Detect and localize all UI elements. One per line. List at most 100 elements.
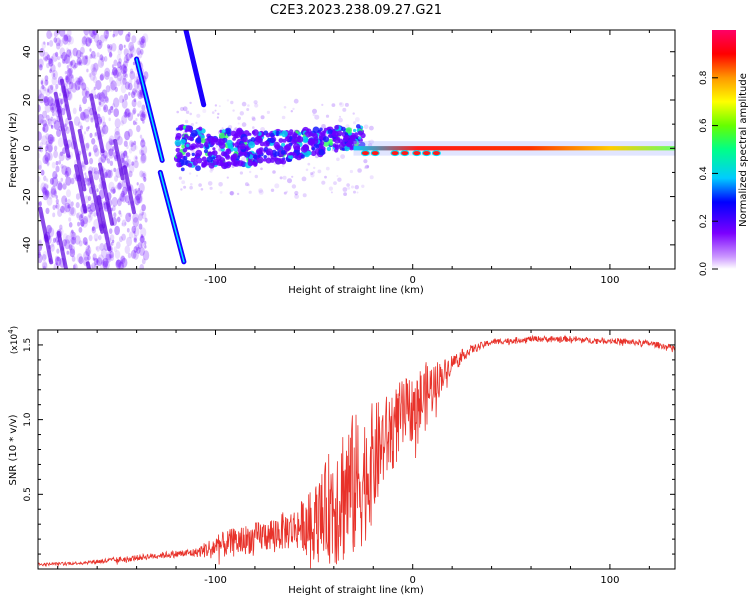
noise-speckle	[85, 241, 88, 246]
noise-speckle	[105, 141, 113, 152]
noise-speckle	[88, 152, 92, 157]
signal-blob	[195, 149, 203, 157]
noise-speckle	[302, 193, 307, 198]
signal-blob	[353, 128, 357, 133]
noise-speckle	[72, 107, 77, 115]
noise-speckle	[119, 95, 124, 104]
noise-speckle	[84, 114, 90, 123]
noise-speckle	[118, 197, 122, 203]
noise-speckle	[82, 55, 89, 65]
noise-speckle	[47, 118, 51, 125]
noise-speckle	[47, 133, 54, 144]
x-tick-label: 100	[600, 575, 619, 586]
noise-speckle	[128, 212, 132, 217]
noise-speckle	[81, 40, 86, 47]
noise-speckle	[293, 98, 299, 104]
noise-speckle	[43, 183, 48, 191]
noise-speckle	[321, 180, 326, 185]
noise-speckle	[226, 99, 230, 102]
signal-blob	[211, 150, 218, 156]
noise-speckle	[135, 156, 138, 160]
noise-speckle	[121, 222, 124, 227]
noise-speckle	[368, 140, 371, 143]
noise-speckle	[53, 190, 57, 196]
noise-speckle	[124, 245, 130, 254]
noise-speckle	[110, 241, 114, 246]
noise-speckle	[62, 54, 69, 65]
noise-speckle	[38, 131, 42, 141]
carrier-blob	[431, 150, 441, 157]
signal-blob	[334, 125, 339, 130]
noise-speckle	[136, 125, 141, 133]
noise-speckle	[137, 242, 142, 250]
signal-blob	[265, 157, 272, 164]
noise-speckle	[42, 254, 47, 261]
noise-speckle	[54, 255, 59, 262]
noise-speckle	[282, 175, 287, 180]
noise-speckle	[338, 117, 343, 123]
noise-speckle	[125, 73, 128, 78]
signal-blob	[180, 162, 184, 166]
noise-speckle	[112, 67, 118, 76]
noise-speckle	[70, 82, 78, 93]
noise-speckle	[99, 261, 106, 269]
noise-speckle	[71, 255, 76, 262]
noise-speckle	[100, 154, 107, 163]
noise-speckle	[85, 90, 90, 99]
noise-speckle	[343, 192, 347, 197]
noise-speckle	[76, 57, 82, 66]
noise-speckle	[42, 119, 47, 127]
y-tick-label: 0	[22, 145, 33, 151]
noise-speckle	[53, 30, 59, 38]
x-tick-label: -100	[204, 575, 227, 586]
signal-blob	[289, 129, 294, 134]
noise-speckle	[190, 123, 194, 127]
noise-speckle	[59, 92, 62, 97]
noise-speckle	[258, 188, 263, 194]
noise-speckle	[281, 115, 286, 120]
signal-blob	[213, 137, 219, 143]
noise-speckle	[252, 126, 255, 129]
noise-speckle	[38, 251, 41, 256]
signal-blob	[239, 143, 246, 150]
noise-speckle	[49, 136, 53, 142]
noise-speckle	[47, 144, 53, 153]
noise-speckle	[89, 71, 96, 81]
noise-speckle	[109, 51, 113, 57]
signal-blob	[221, 162, 228, 170]
snr-axes: -100 0 100 0.5 1.0 1.5	[23, 330, 675, 586]
noise-speckle	[87, 182, 91, 187]
noise-speckle	[47, 96, 54, 107]
noise-speckle	[75, 202, 80, 209]
noise-speckle	[64, 170, 69, 178]
noise-speckle	[283, 191, 287, 195]
noise-speckle	[70, 177, 75, 185]
noise-speckle	[112, 239, 115, 244]
noise-speckle	[209, 186, 213, 190]
noise-speckle	[85, 245, 92, 256]
noise-speckle	[51, 69, 58, 80]
signal-blob	[201, 162, 206, 168]
noise-streak	[98, 162, 115, 226]
noise-speckle	[38, 176, 41, 182]
diagonal-track-2	[183, 30, 207, 108]
noise-speckle	[71, 231, 77, 241]
noise-speckle	[41, 84, 45, 90]
signal-blob	[206, 156, 213, 163]
noise-speckle	[141, 211, 144, 216]
noise-speckle	[78, 214, 84, 222]
noise-speckle	[50, 106, 53, 111]
noise-speckle	[139, 264, 144, 269]
noise-speckle	[117, 182, 122, 190]
noise-speckle	[90, 200, 95, 208]
noise-speckle	[91, 166, 96, 174]
noise-speckle	[115, 66, 122, 77]
noise-speckle	[40, 79, 44, 85]
noise-speckle	[44, 98, 49, 106]
signal-blob	[320, 141, 325, 146]
noise-speckle	[55, 165, 60, 173]
signal-blob	[282, 138, 287, 143]
noise-speckle	[106, 158, 111, 164]
noise-speckle	[127, 112, 131, 118]
signal-blob	[208, 162, 215, 169]
